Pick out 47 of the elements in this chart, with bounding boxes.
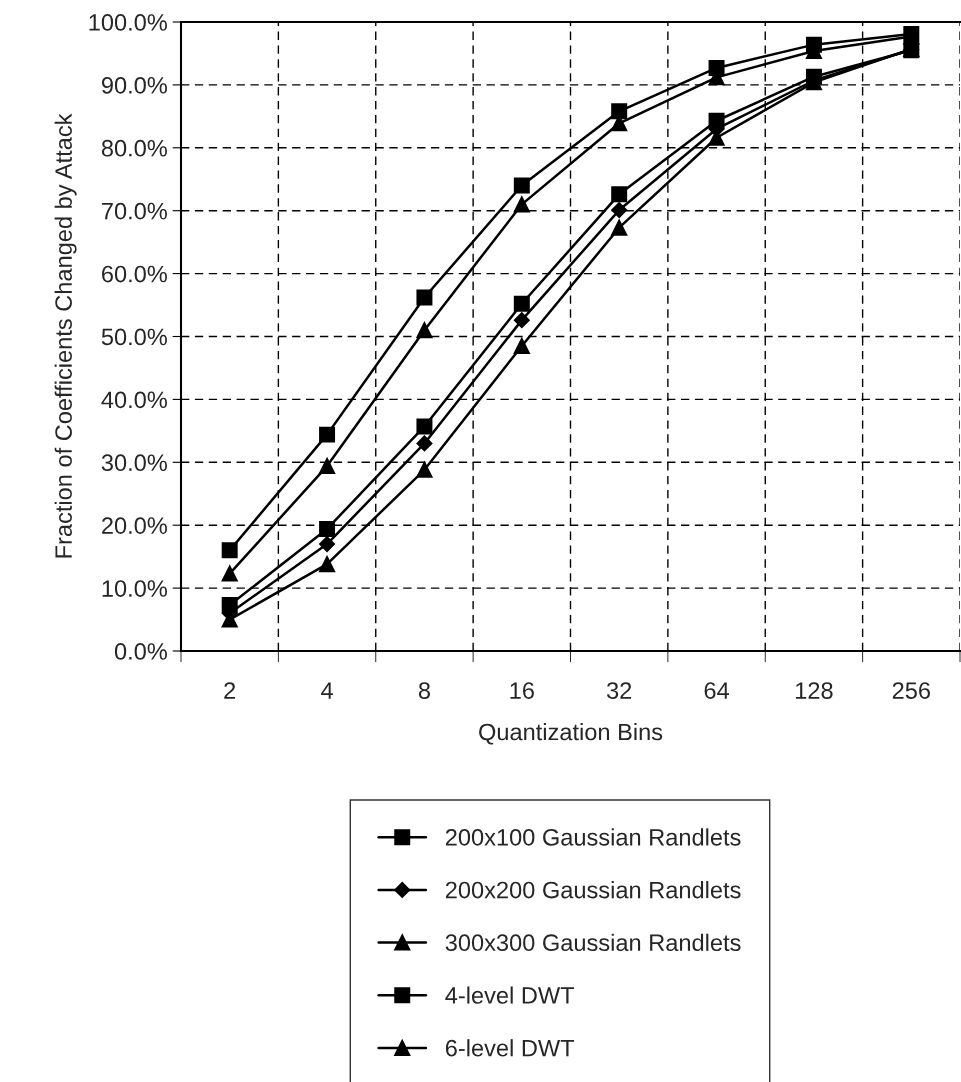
y-tick-label: 100.0%: [89, 14, 167, 31]
point: [221, 542, 238, 559]
point: [221, 565, 238, 582]
point: [611, 202, 628, 218]
x-axis-title: Quantization Bins: [479, 723, 663, 745]
y-axis-title: Fraction of Coefficients Changed by Attack: [54, 113, 77, 558]
y-tick-label: 20.0%: [102, 517, 167, 534]
x-tick-label: 32: [606, 682, 632, 699]
x-tick-label: 2: [224, 682, 236, 699]
point: [611, 219, 628, 236]
point: [319, 426, 336, 443]
legend-label: 200x200 Gaussian Randlets: [445, 881, 741, 899]
point: [611, 103, 628, 120]
point: [319, 536, 335, 552]
x-tick-label: 64: [704, 682, 729, 699]
point: [513, 196, 530, 213]
legend-label: 200x100 Gaussian Randlets: [445, 828, 741, 846]
x-tick-label: 8: [418, 682, 430, 699]
y-tick-label: 30.0%: [101, 454, 167, 472]
point: [319, 556, 336, 573]
legend-label: 6-level DWT: [445, 1039, 575, 1057]
x-tick-label: 256: [892, 682, 930, 699]
y-tick-label: 40.0%: [101, 391, 167, 409]
point: [611, 186, 628, 203]
point: [416, 435, 433, 452]
point: [416, 418, 433, 435]
legend-label: 300x300 Gaussian Randlets: [445, 933, 741, 952]
point: [416, 289, 433, 306]
y-tick-label: 0.0%: [114, 643, 167, 660]
y-tick-label: 90.0%: [101, 76, 167, 94]
point: [319, 458, 336, 475]
point: [513, 337, 530, 354]
y-tick-label: 80.0%: [101, 139, 167, 157]
point: [416, 322, 433, 339]
x-tick-label: 128: [796, 682, 833, 699]
legend-label: 4-level DWT: [445, 986, 575, 1004]
point: [513, 312, 530, 329]
y-tick-label: 10.0%: [102, 580, 167, 597]
point: [513, 295, 530, 312]
x-tick-label: 4: [321, 682, 333, 699]
point: [513, 177, 530, 194]
point: [416, 461, 433, 478]
point: [319, 520, 336, 537]
y-tick-label: 70.0%: [102, 202, 167, 220]
y-tick-label: 50.0%: [101, 328, 167, 346]
x-tick-label: 16: [510, 682, 534, 699]
y-tick-label: 60.0%: [102, 265, 167, 283]
